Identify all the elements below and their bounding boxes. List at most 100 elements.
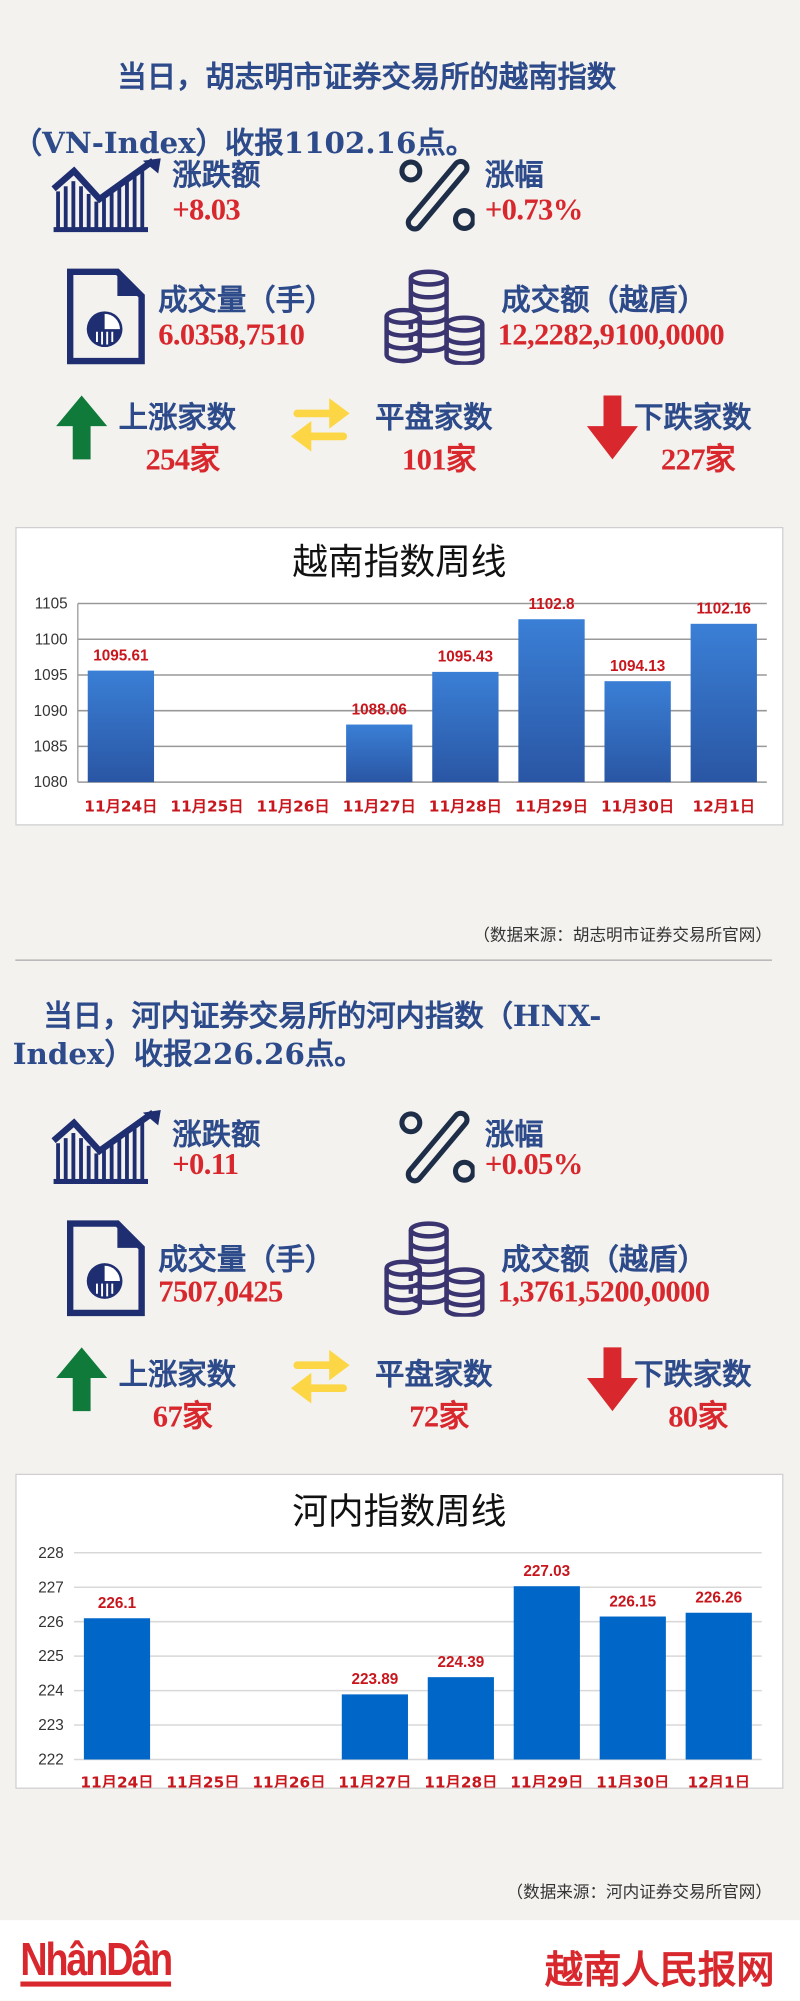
section-divider [15, 959, 772, 961]
pct-label: 涨幅 [484, 159, 544, 193]
bar [604, 681, 671, 783]
x-category-label: 12月1日 [687, 1774, 750, 1788]
headline: 当日，胡志明市证券交易所的越南指数 （VN-Index）收报1102.16点。 [0, 59, 800, 164]
data-source: （数据来源：河内证券交易所官网） [506, 1883, 772, 1903]
footer: NhânDân 越南人民报网 [0, 1920, 800, 2001]
chart-panel: 越南指数周线 1080 1085 1090 1095 1100 1105 1095.61 11月… [15, 526, 784, 826]
data-source: （数据来源：胡志明市证券交易所官网） [473, 926, 772, 946]
chart-title: 河内指数周线 [292, 1491, 506, 1532]
flat-label: 平盘家数 [375, 1358, 493, 1393]
bar [513, 1586, 580, 1760]
y-tick-label: 1090 [34, 703, 68, 720]
turnover-value: 12,2282,9100,0000 [497, 318, 725, 353]
data-label: 226.15 [609, 1593, 656, 1610]
volume-label: 成交量（手） [158, 1244, 335, 1278]
data-label: 224.39 [437, 1654, 484, 1671]
data-label: 227.03 [523, 1563, 570, 1580]
y-tick-label: 1080 [34, 774, 68, 791]
pct-value: +0.05% [484, 1148, 583, 1182]
bar [599, 1616, 666, 1760]
document-pie-icon [66, 1220, 145, 1317]
x-category-label: 11月30日 [596, 1774, 669, 1788]
data-label: 1088.06 [352, 701, 407, 718]
x-category-label: 11月25日 [166, 1774, 239, 1788]
data-label: 1102.16 [697, 601, 751, 618]
arrow-down-icon [586, 1347, 638, 1412]
turnover-value: 1,3761,5200,0000 [497, 1275, 710, 1310]
volume-value: 6.0358,7510 [158, 318, 305, 353]
x-category-label: 11月30日 [601, 797, 674, 815]
change-value: +8.03 [172, 193, 241, 228]
x-category-label: 11月29日 [515, 797, 588, 815]
data-label: 1094.13 [610, 658, 665, 675]
flat-value: 101家 [401, 444, 477, 478]
x-category-label: 11月27日 [343, 797, 416, 815]
data-label: 1095.43 [438, 649, 493, 666]
up-value: 67家 [152, 1400, 213, 1435]
percent-icon [399, 158, 475, 232]
headline-line1: 当日，河内证券交易所的河内指数（HNX- [43, 999, 602, 1034]
y-tick-label: 228 [38, 1545, 64, 1562]
brand-name: 越南人民报网 [544, 1948, 775, 1993]
headline: 当日，河内证券交易所的河内指数（HNX- Index）收报226.26点。 [0, 998, 800, 1075]
data-label: 226.1 [98, 1595, 137, 1612]
percent-icon [399, 1110, 475, 1184]
headline-line1: 当日，胡志明市证券交易所的越南指数 [117, 59, 617, 95]
x-category-label: 11月27日 [338, 1774, 411, 1788]
bar [690, 623, 757, 783]
bar [518, 619, 585, 783]
up-label: 上涨家数 [118, 1358, 237, 1393]
document-pie-icon [66, 268, 145, 365]
x-category-label: 11月24日 [84, 797, 157, 815]
y-tick-label: 1095 [34, 667, 68, 684]
vn-index-section: 当日，胡志明市证券交易所的越南指数 （VN-Index）收报1102.16点。 … [0, 0, 800, 970]
bar [83, 1618, 151, 1760]
arrow-up-icon [56, 395, 108, 460]
turnover-label: 成交额（越盾） [501, 1244, 707, 1278]
x-category-label: 12月1日 [693, 797, 756, 815]
pct-label: 涨幅 [484, 1118, 544, 1153]
x-category-label: 11月28日 [424, 1774, 497, 1788]
volume-label: 成交量（手） [158, 284, 335, 318]
pct-value: +0.73% [484, 193, 583, 228]
headline-line2: Index）收报226.26点。 [12, 1037, 364, 1072]
bar [432, 671, 499, 783]
flat-value: 72家 [409, 1400, 469, 1435]
data-label: 1095.61 [93, 647, 149, 664]
swap-arrows-icon [290, 398, 350, 452]
bar [87, 670, 155, 783]
swap-arrows-icon [290, 1349, 350, 1404]
y-tick-label: 223 [38, 1717, 64, 1734]
y-tick-label: 224 [38, 1683, 64, 1700]
bar-chart: 河内指数周线 222 223 224 225 226 227 228 226.1 11月24日 11… [38, 1491, 762, 1792]
down-label: 下跌家数 [634, 1358, 752, 1393]
data-label: 1102.8 [529, 596, 575, 613]
y-tick-label: 222 [38, 1752, 64, 1769]
up-label: 上涨家数 [118, 401, 237, 436]
x-category-label: 11月24日 [80, 1774, 153, 1788]
nhandan-logo: NhânDân [20, 1933, 173, 1987]
hnx-index-section: 当日，河内证券交易所的河内指数（HNX- Index）收报226.26点。 涨跌… [0, 980, 800, 1924]
coins-icon [384, 269, 485, 365]
change-label: 涨跌额 [172, 159, 261, 193]
turnover-label: 成交额（越盾） [501, 284, 707, 318]
bar-chart: 越南指数周线 1080 1085 1090 1095 1100 1105 1095.61 11月… [34, 542, 767, 815]
down-label: 下跌家数 [634, 401, 752, 436]
down-value: 80家 [668, 1400, 728, 1435]
y-tick-label: 1100 [35, 631, 68, 648]
data-label: 226.26 [695, 1590, 742, 1607]
x-category-label: 11月26日 [252, 1774, 325, 1788]
bar [346, 724, 413, 783]
arrow-up-icon [56, 1347, 108, 1412]
change-label: 涨跌额 [172, 1118, 261, 1153]
volume-value: 7507,0425 [158, 1275, 283, 1310]
y-tick-label: 225 [38, 1648, 64, 1665]
bar [341, 1694, 408, 1760]
y-tick-label: 1105 [35, 596, 68, 613]
x-category-label: 11月25日 [170, 797, 243, 815]
headline-line2: （VN-Index）收报1102.16点。 [12, 126, 476, 161]
coins-icon [384, 1221, 485, 1317]
y-tick-label: 1085 [34, 739, 68, 756]
x-category-label: 11月26日 [257, 797, 330, 815]
chart-up-icon [51, 1110, 161, 1185]
